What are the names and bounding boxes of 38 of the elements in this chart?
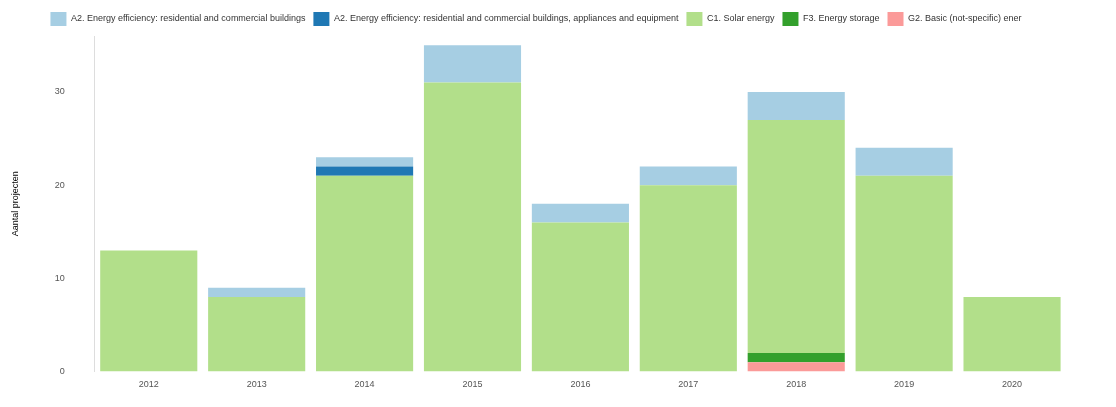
x-tick-label: 2016 xyxy=(570,379,591,390)
y-tick-label: 30 xyxy=(54,86,65,97)
bar xyxy=(963,297,1061,372)
x-tick-label: 2020 xyxy=(1002,379,1023,390)
x-tick-label: 2018 xyxy=(786,379,807,390)
legend-label: G2. Basic (not-specific) ener xyxy=(908,13,1022,24)
bar xyxy=(316,166,414,176)
legend-label: A2. Energy efficiency: residential and commercial buildings xyxy=(70,13,306,24)
legend-label: C1. Solar energy xyxy=(706,13,775,24)
bar xyxy=(316,175,414,372)
bar xyxy=(316,157,414,167)
y-axis-title: Aantal projecten xyxy=(9,171,20,237)
bar xyxy=(423,82,522,372)
x-tick-label: 2019 xyxy=(894,379,915,390)
bar xyxy=(100,250,198,372)
legend-label: F3. Energy storage xyxy=(802,13,880,24)
x-tick-label: 2017 xyxy=(678,379,699,390)
bar xyxy=(747,362,845,372)
bar xyxy=(747,119,845,353)
bar xyxy=(208,297,306,372)
legend-label: A2. Energy efficiency: residential and commercial buildings, appliances and equipment xyxy=(333,13,679,24)
y-tick-label: 10 xyxy=(54,272,65,283)
bar xyxy=(855,175,953,372)
bar xyxy=(747,91,845,120)
bar xyxy=(855,147,953,176)
bar xyxy=(639,185,737,372)
bar xyxy=(531,203,629,223)
bar xyxy=(747,352,845,363)
x-tick-label: 2015 xyxy=(462,379,483,390)
x-tick-label: 2012 xyxy=(138,379,159,390)
bar xyxy=(639,166,737,186)
bar xyxy=(208,287,306,298)
bar xyxy=(423,45,522,83)
x-tick-label: 2014 xyxy=(354,379,375,390)
x-tick-label: 2013 xyxy=(246,379,267,390)
y-tick-label: 0 xyxy=(59,366,65,377)
bar xyxy=(531,222,629,372)
y-tick-label: 20 xyxy=(54,179,65,190)
